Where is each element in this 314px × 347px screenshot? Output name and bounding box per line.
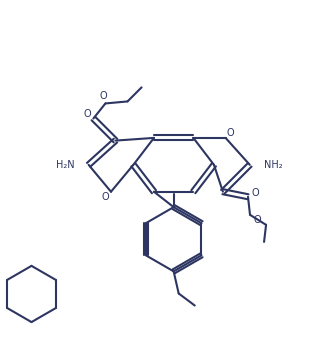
Text: O: O	[251, 188, 259, 198]
Text: O: O	[253, 215, 261, 225]
Text: O: O	[84, 110, 91, 119]
Text: H₂N: H₂N	[56, 160, 74, 170]
Text: O: O	[100, 91, 107, 101]
Text: O: O	[227, 128, 235, 138]
Text: NH₂: NH₂	[264, 160, 282, 170]
Text: O: O	[101, 192, 109, 202]
